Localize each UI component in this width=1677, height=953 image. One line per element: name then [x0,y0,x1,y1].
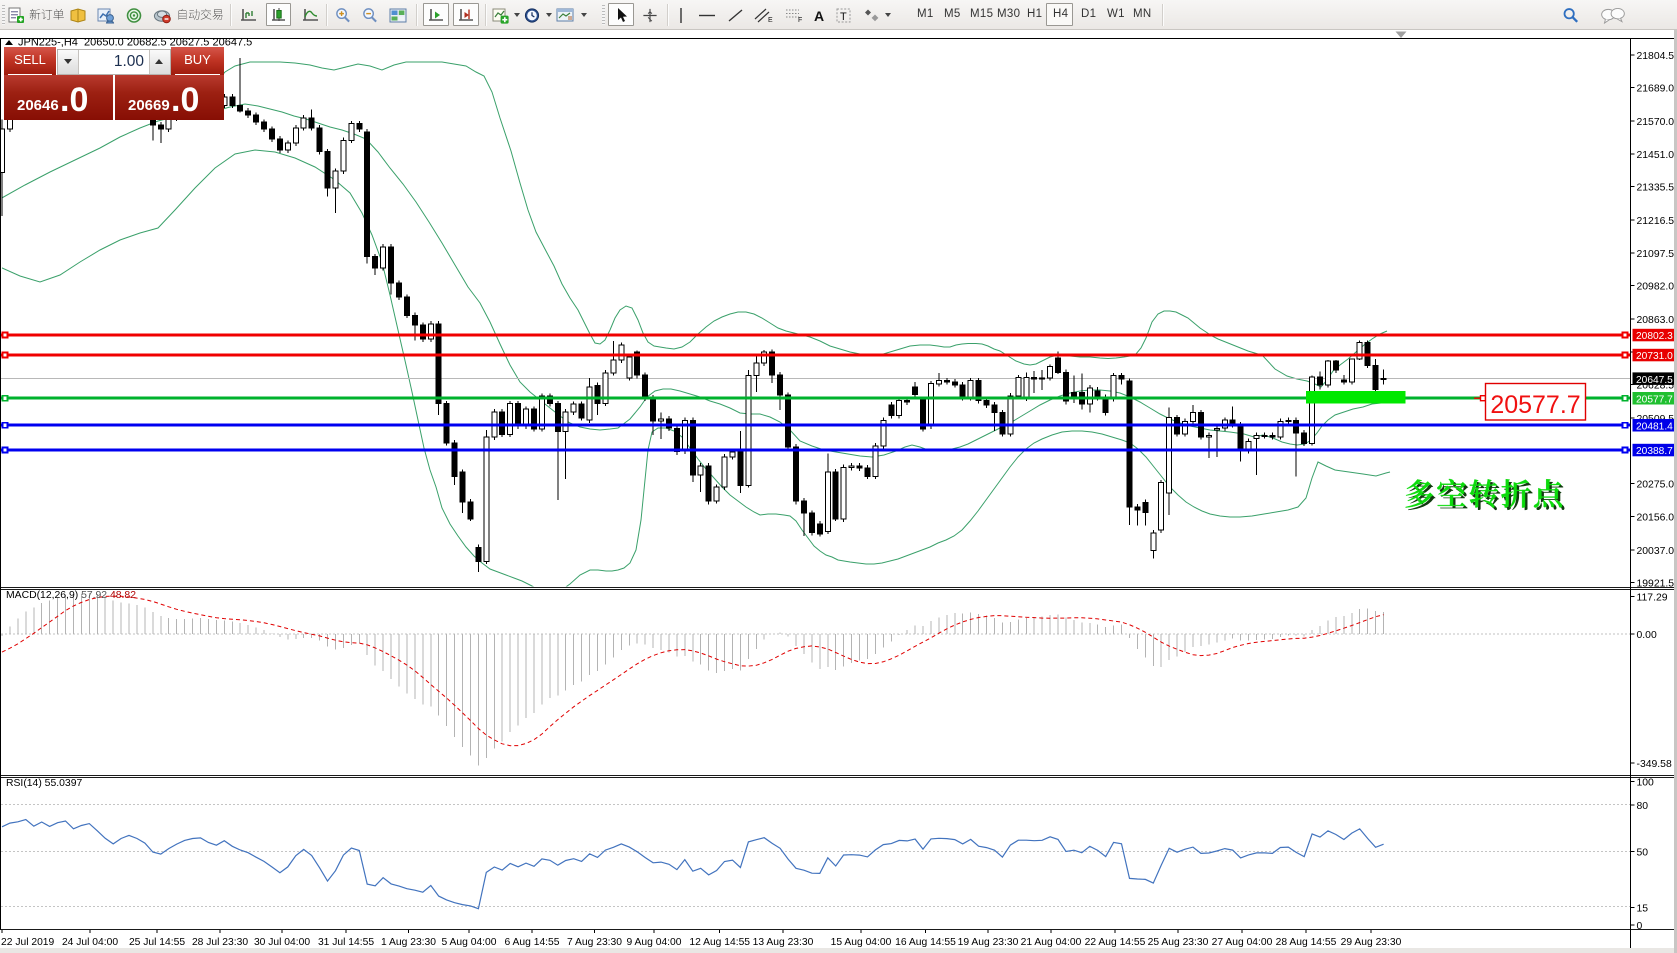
svg-text:21451.0: 21451.0 [1637,150,1675,161]
svg-text:5 Aug 04:00: 5 Aug 04:00 [442,937,497,948]
svg-text:6 Aug 14:55: 6 Aug 14:55 [505,937,560,948]
svg-text:19 Aug 23:30: 19 Aug 23:30 [958,937,1019,948]
svg-text:20577.7: 20577.7 [1490,391,1580,419]
svg-text:20275.0: 20275.0 [1637,479,1675,490]
svg-text:15 Aug 04:00: 15 Aug 04:00 [831,937,892,948]
svg-text:24 Jul 04:00: 24 Jul 04:00 [62,937,118,948]
svg-text:27 Aug 04:00: 27 Aug 04:00 [1212,937,1273,948]
svg-text:9 Aug 04:00: 9 Aug 04:00 [627,937,682,948]
svg-text:22 Jul 2019: 22 Jul 2019 [1,937,55,948]
svg-text:21216.5: 21216.5 [1637,216,1675,227]
svg-text:50: 50 [1637,848,1649,859]
svg-text:20628.5: 20628.5 [1637,380,1675,391]
svg-text:21097.5: 21097.5 [1637,249,1675,260]
svg-text:30 Jul 04:00: 30 Jul 04:00 [254,937,310,948]
svg-text:25 Aug 23:30: 25 Aug 23:30 [1148,937,1209,948]
svg-text:20388.7: 20388.7 [1636,446,1673,457]
svg-text:16 Aug 14:55: 16 Aug 14:55 [895,937,956,948]
svg-text:0: 0 [1637,921,1643,932]
svg-text:31 Jul 14:55: 31 Jul 14:55 [318,937,374,948]
svg-text:20863.0: 20863.0 [1637,315,1675,326]
svg-text:MACD(12,26,9) 57.92 48.82: MACD(12,26,9) 57.92 48.82 [6,590,136,601]
svg-text:25 Jul 14:55: 25 Jul 14:55 [129,937,185,948]
svg-text:19921.5: 19921.5 [1637,578,1675,589]
svg-text:28 Aug 14:55: 28 Aug 14:55 [1276,937,1337,948]
svg-text:E: E [768,17,773,24]
svg-text:T: T [840,11,847,23]
svg-text:80: 80 [1637,801,1649,812]
svg-text:RSI(14) 55.0397: RSI(14) 55.0397 [6,778,82,789]
svg-text:20982.0: 20982.0 [1637,282,1675,293]
svg-text:20731.0: 20731.0 [1636,351,1673,362]
svg-text:F: F [798,17,802,24]
svg-text:20156.0: 20156.0 [1637,513,1675,524]
svg-text:20802.3: 20802.3 [1636,331,1673,342]
svg-text:100: 100 [1637,778,1655,789]
svg-text:-349.58: -349.58 [1637,759,1672,770]
svg-text:20037.0: 20037.0 [1637,546,1675,557]
svg-text:28 Jul 23:30: 28 Jul 23:30 [192,937,248,948]
svg-text:21570.0: 21570.0 [1637,117,1675,128]
svg-text:0.00: 0.00 [1637,630,1657,641]
svg-text:12 Aug 14:55: 12 Aug 14:55 [689,937,750,948]
svg-text:29 Aug 23:30: 29 Aug 23:30 [1341,937,1402,948]
svg-text:21689.0: 21689.0 [1637,84,1675,95]
svg-text:117.29: 117.29 [1637,593,1668,604]
svg-text:15: 15 [1637,904,1649,915]
svg-text:7 Aug 23:30: 7 Aug 23:30 [567,937,622,948]
svg-text:22 Aug 14:55: 22 Aug 14:55 [1085,937,1146,948]
svg-text:20577.7: 20577.7 [1636,394,1673,405]
svg-text:JPN225-,H4 20650.0 20682.5 20: JPN225-,H4 20650.0 20682.5 20627.5 20647… [18,37,252,49]
svg-text:21335.5: 21335.5 [1637,183,1675,194]
svg-text:1 Aug 23:30: 1 Aug 23:30 [381,937,436,948]
svg-text:20481.4: 20481.4 [1636,421,1673,432]
svg-text:21804.5: 21804.5 [1637,51,1675,62]
svg-text:21 Aug 04:00: 21 Aug 04:00 [1021,937,1082,948]
svg-text:13 Aug 23:30: 13 Aug 23:30 [753,937,814,948]
svg-text:20647.5: 20647.5 [1636,375,1673,386]
